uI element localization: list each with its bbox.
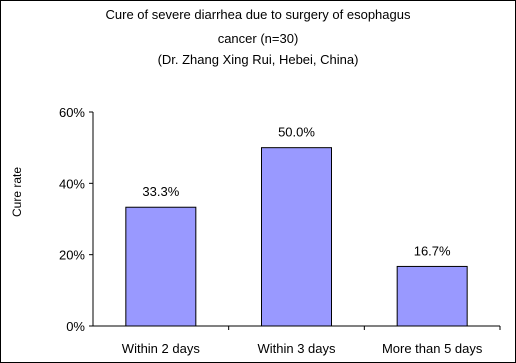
x-category-label: More than 5 days: [382, 341, 483, 356]
y-tick-label: 0%: [66, 319, 85, 334]
bar: [261, 147, 332, 327]
bar-value-label: 16.7%: [414, 243, 451, 258]
y-tick-label: 20%: [59, 248, 85, 263]
y-tick-label: 60%: [59, 105, 85, 120]
bar: [125, 206, 197, 327]
x-category-label: Within 3 days: [257, 341, 336, 356]
y-tick-label: 40%: [59, 176, 85, 191]
bar-value-label: 50.0%: [278, 125, 315, 140]
chart-title-line-3: (Dr. Zhang Xing Rui, Hebei, China): [157, 52, 359, 67]
bar-value-label: 33.3%: [142, 184, 179, 199]
chart-title-line-2: cancer (n=30): [217, 31, 299, 46]
chart-title-line-1: Cure of severe diarrhea due to surgery o…: [105, 7, 411, 22]
bar: [396, 265, 468, 327]
x-category-label: Within 2 days: [122, 341, 201, 356]
